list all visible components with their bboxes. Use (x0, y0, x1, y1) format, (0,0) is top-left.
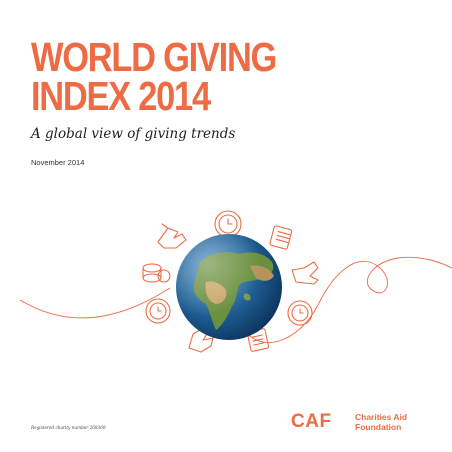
title-line-2: INDEX 2014 (31, 73, 211, 119)
publication-date: November 2014 (31, 158, 85, 167)
caf-logo-name: Charities Aid Foundation (355, 412, 407, 432)
giving-hand-icon (188, 327, 214, 353)
earth-globe (176, 234, 282, 340)
registered-charity-number: Registered charity number 268369 (31, 425, 106, 430)
report-title: WORLD GIVING INDEX 2014 (31, 34, 277, 119)
flow-line (19, 256, 452, 343)
title-line-1: WORLD GIVING (31, 34, 277, 80)
donation-hand-icon (291, 261, 319, 285)
coins-icon (142, 263, 171, 283)
money-stack-icon (269, 225, 293, 250)
clock-icon (145, 298, 171, 324)
clock-icon (287, 300, 313, 326)
giving-hand-icon (157, 223, 187, 249)
logo-name-line-1: Charities Aid (355, 412, 408, 422)
logo-name-line-2: Foundation (355, 422, 402, 432)
report-subtitle: A global view of giving trends (31, 126, 236, 142)
clock-icon (214, 210, 242, 238)
caf-logo-mark: CAF (291, 411, 332, 432)
